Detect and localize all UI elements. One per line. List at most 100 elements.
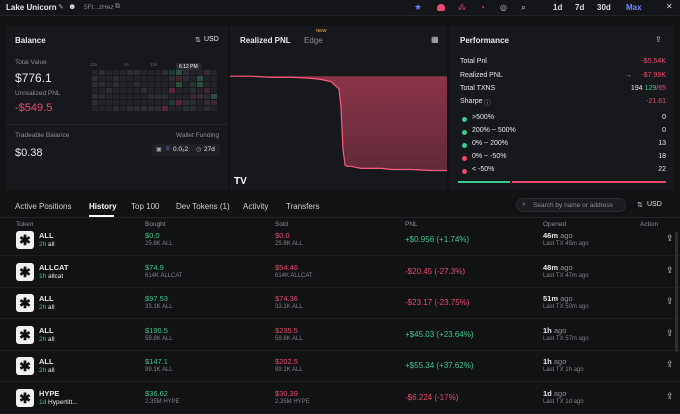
token-name[interactable]: ALL: [39, 294, 54, 303]
token-logo-icon: ✱: [16, 231, 34, 249]
share-icon[interactable]: ⇪: [666, 359, 674, 369]
share-icon[interactable]: ⇪: [666, 391, 674, 401]
tab-history[interactable]: History: [89, 202, 117, 211]
heatmap-cell: [155, 106, 161, 111]
copy-icon[interactable]: ⧉: [115, 3, 120, 10]
bought-amount: $147.1: [145, 357, 168, 366]
search-icon: ⌕: [522, 201, 526, 208]
heatmap-cell: [162, 76, 168, 81]
search-input[interactable]: Search by name or address: [533, 202, 613, 209]
perf-label: Total Pnl: [460, 58, 487, 65]
token-name[interactable]: HYPE: [39, 389, 60, 398]
share-icon[interactable]: ⇪: [666, 328, 674, 338]
heatmap-cell: [99, 94, 105, 99]
timeframe-1d[interactable]: 1d: [553, 3, 563, 12]
heatmap-cell: [92, 88, 98, 93]
heatmap-cell: [141, 70, 147, 75]
performance-panel: [449, 26, 674, 190]
close-icon[interactable]: ✕: [666, 2, 673, 11]
table-row[interactable]: ✱ ALLCAT 1h allcat $74.9 614K ALLCAT $54.46 61…: [0, 257, 680, 288]
tab-edge[interactable]: Edge: [304, 36, 323, 45]
heatmap-cell: [106, 100, 112, 105]
timeframe-7d[interactable]: 7d: [575, 3, 585, 12]
token-sub: all: [48, 336, 55, 343]
heatmap-cell: [183, 70, 189, 75]
heatmap-cell: [127, 106, 133, 111]
activity-heatmap: 12s 1s 12s 6:12 PM: [86, 62, 218, 114]
heatmap-cell: [99, 82, 105, 87]
heatmap-cell: [176, 88, 182, 93]
heatmap-cell: [197, 88, 203, 93]
tab-dev-tokens[interactable]: Dev Tokens (1): [176, 202, 230, 211]
heatmap-cell: [127, 94, 133, 99]
share-icon[interactable]: ⇪: [655, 35, 662, 44]
heatmap-cell: [120, 70, 126, 75]
bought-sub: 2.35M HYPE: [145, 399, 180, 405]
token-sub: allcat: [48, 273, 64, 280]
heatmap-cell: [190, 106, 196, 111]
heatmap-cell: [113, 106, 119, 111]
token-sub: all: [48, 304, 55, 311]
heatmap-cell: [204, 70, 210, 75]
heatmap-cell: [113, 100, 119, 105]
heatmap-cell: [190, 70, 196, 75]
pnl-area-fill: [230, 76, 447, 171]
table-row[interactable]: ✱ ALL 2h all $147.1 99.1K ALL $202.5 99.1K ALL…: [0, 351, 680, 382]
search-box[interactable]: ⌕ Search by name or address: [516, 198, 626, 212]
last-tx: Last TX 1d ago: [543, 399, 584, 405]
tab-activity[interactable]: Activity: [243, 202, 269, 211]
bought-amount: $0.0: [145, 231, 160, 240]
sort-icon[interactable]: ⇅: [195, 37, 201, 44]
share-icon[interactable]: ⇪: [666, 265, 674, 275]
scrollbar[interactable]: [675, 232, 678, 352]
opened-time: 46m: [543, 231, 559, 240]
pnl-area-chart: [230, 75, 447, 172]
tab-transfers[interactable]: Transfers: [286, 202, 320, 211]
currency-toggle[interactable]: USD: [647, 201, 662, 208]
sort-icon[interactable]: ⇅: [637, 202, 643, 209]
heatmap-cell: [197, 82, 203, 87]
heatmap-cell: [162, 82, 168, 87]
token-name[interactable]: ALL: [39, 357, 54, 366]
token-name[interactable]: ALL: [39, 326, 54, 335]
tab-top-100[interactable]: Top 100: [131, 202, 160, 211]
token-age: 2h: [39, 336, 47, 343]
table-row[interactable]: ✱ HYPE 1d Hypertitt... $36.62 2.35M HYPE $30.…: [0, 383, 680, 414]
cluster-icon[interactable]: ⁂: [458, 3, 466, 12]
star-icon[interactable]: ★: [414, 2, 423, 12]
sold-sub: 33.1K ALL: [275, 304, 303, 310]
share-icon[interactable]: ⇪: [666, 296, 674, 306]
heatmap-cell: [113, 76, 119, 81]
heatmap-cell: [211, 88, 217, 93]
token-logo-icon: ✱: [16, 389, 34, 407]
token-name[interactable]: ALLCAT: [39, 263, 69, 272]
table-row[interactable]: ✱ ALL 2h all $190.5 59.8K ALL $235.5 59.8K ALL…: [0, 320, 680, 351]
table-row[interactable]: ✱ ALL 2h all $97.53 33.1K ALL $74.36 33.1K ALL…: [0, 288, 680, 319]
table-row[interactable]: ✱ ALL 2h all $0.0 25.8K ALL $0.0 25.8K ALL +$0.…: [0, 230, 680, 256]
tab-realized-pnl[interactable]: Realized PNL: [240, 36, 291, 45]
timeframe-max[interactable]: Max: [626, 3, 642, 12]
currency-toggle[interactable]: USD: [204, 36, 219, 43]
rss-icon[interactable]: ◔: [480, 3, 485, 12]
heatmap-cell: [120, 88, 126, 93]
heatmap-cell: [113, 70, 119, 75]
edit-icon[interactable]: ✎: [58, 4, 64, 11]
heatmap-cell: [183, 100, 189, 105]
tab-active-positions[interactable]: Active Positions: [15, 202, 72, 211]
heatmap-tooltip: 6:12 PM: [176, 63, 201, 71]
target-icon[interactable]: ◎: [500, 3, 507, 12]
calendar-icon[interactable]: ▦: [431, 35, 439, 44]
share-icon[interactable]: ⇪: [666, 233, 674, 243]
ghost-icon[interactable]: [437, 4, 445, 11]
perf-value: -$7.99K: [641, 72, 666, 79]
search-icon[interactable]: ⌕: [521, 2, 527, 12]
bucket-dot-icon: [462, 130, 467, 135]
heatmap-cell: [99, 100, 105, 105]
loss-ratio-bar: [512, 181, 666, 183]
info-icon[interactable]: ⓘ: [484, 100, 491, 107]
wallet-funding-pill[interactable]: ▣ ≡ 0.0₂2 ◷ 27d: [152, 144, 220, 156]
heatmap-cell: [120, 106, 126, 111]
bought-amount: $97.53: [145, 294, 168, 303]
token-name[interactable]: ALL: [39, 231, 54, 240]
timeframe-30d[interactable]: 30d: [597, 3, 611, 12]
